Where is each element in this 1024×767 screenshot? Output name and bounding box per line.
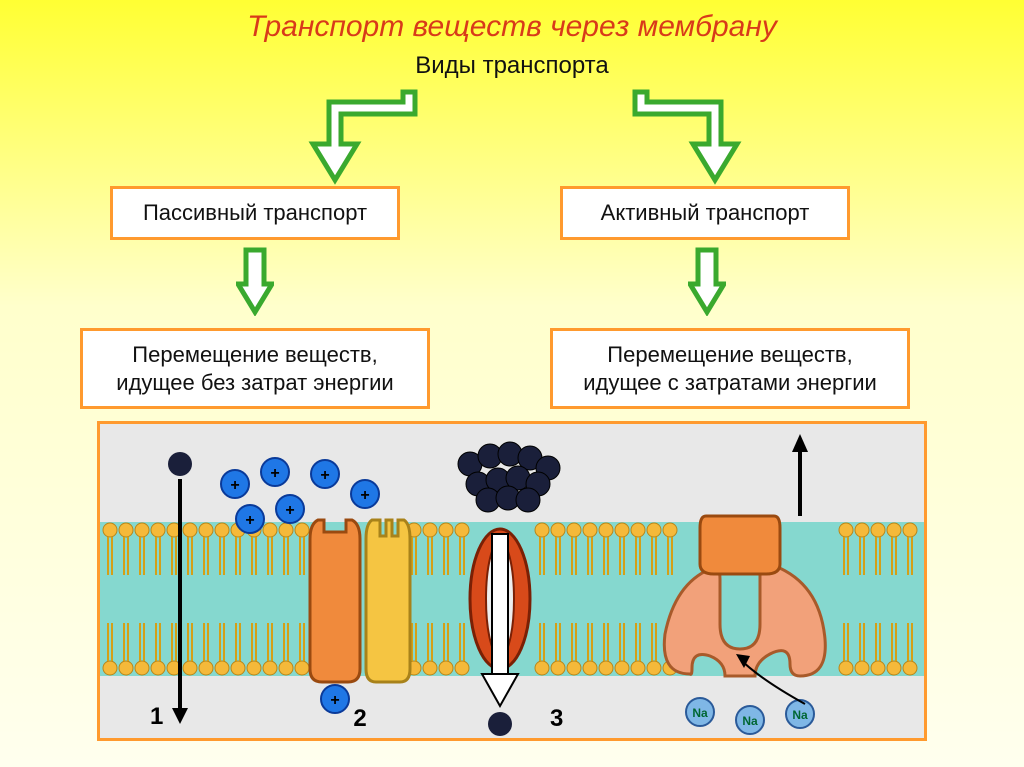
- down-arrow-right-icon: [688, 246, 726, 316]
- box-active: Активный транспорт: [560, 186, 850, 240]
- box-passive-desc: Перемещение веществ, идущее без затрат э…: [80, 328, 430, 409]
- svg-text:+: +: [320, 467, 329, 484]
- subtitle: Виды транспорта: [20, 52, 1004, 80]
- svg-text:1: 1: [150, 703, 163, 730]
- membrane-svg: 1 + + + + + + +2 3 Na Na Na: [100, 424, 924, 738]
- svg-text:2: 2: [353, 705, 366, 732]
- down-arrow-left-icon: [236, 246, 274, 316]
- svg-text:Na: Na: [742, 714, 758, 728]
- main-title: Транспорт веществ через мембрану: [20, 10, 1004, 44]
- branch-arrow-right-icon: [615, 86, 745, 186]
- box-active-desc: Перемещение веществ, идущее с затратами …: [550, 328, 910, 409]
- flow-diagram: Пассивный транспорт Активный транспорт П…: [20, 86, 1004, 406]
- slide: Транспорт веществ через мембрану Виды тр…: [0, 0, 1024, 767]
- membrane-illustration: 1 + + + + + + +2 3 Na Na Na: [97, 421, 927, 741]
- branch-arrow-left-icon: [305, 86, 435, 186]
- svg-text:+: +: [245, 512, 254, 529]
- svg-text:+: +: [285, 502, 294, 519]
- svg-text:Na: Na: [792, 708, 808, 722]
- svg-text:+: +: [270, 465, 279, 482]
- box-passive: Пассивный транспорт: [110, 186, 400, 240]
- svg-text:+: +: [330, 692, 339, 709]
- svg-text:3: 3: [550, 705, 563, 732]
- svg-text:+: +: [230, 477, 239, 494]
- svg-text:+: +: [360, 487, 369, 504]
- svg-text:Na: Na: [692, 706, 708, 720]
